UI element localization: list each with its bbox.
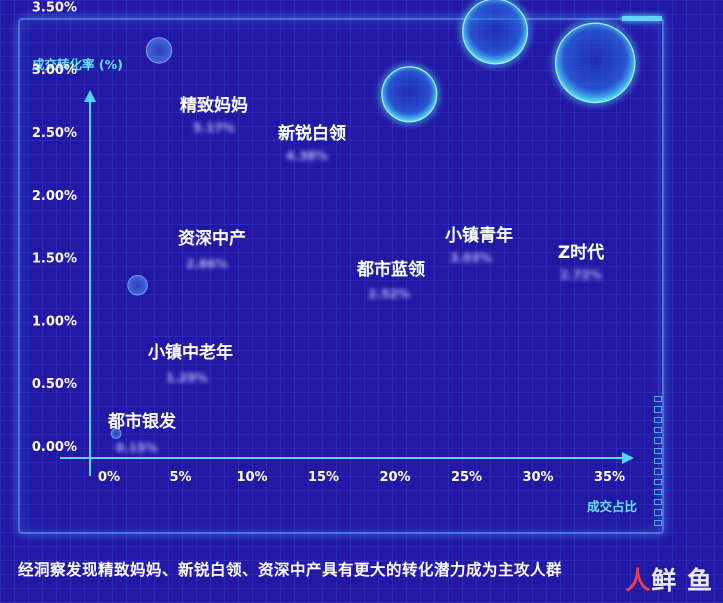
- y-tick-label: 0.00%: [32, 440, 77, 455]
- bubble-label: 小镇青年: [445, 225, 513, 246]
- bubble-group: [145, 37, 173, 64]
- chart-frame: [18, 18, 664, 534]
- bubble-glow-ring: [378, 63, 440, 125]
- bubble-group: [110, 428, 122, 439]
- bubble-group: [459, 0, 531, 67]
- bubble-point: [110, 428, 122, 439]
- bubble-value-label: 5.17%: [193, 121, 235, 135]
- bubble-point: [554, 22, 636, 104]
- logo-part-2: 鲜 鱼: [651, 566, 713, 595]
- y-tick-label: 3.00%: [32, 63, 77, 78]
- bubble-group: [127, 274, 148, 296]
- bubble-value-label: 1.29%: [166, 371, 208, 385]
- frame-corner-accent: [622, 16, 662, 21]
- y-tick-label: 2.00%: [32, 189, 77, 204]
- bubble-label: Z时代: [558, 242, 604, 263]
- x-tick-label: 15%: [308, 470, 339, 485]
- x-tick-label: 35%: [594, 470, 625, 485]
- bubble-label: 小镇中老年: [148, 342, 233, 363]
- x-tick-label: 20%: [379, 470, 410, 485]
- y-axis-arrow: [84, 90, 96, 102]
- x-tick-label: 30%: [522, 470, 553, 485]
- bubble-label: 资深中产: [178, 228, 246, 249]
- bubble-glow-ring: [459, 0, 531, 67]
- bubble-label: 都市蓝领: [356, 259, 425, 280]
- bubble-point: [462, 0, 529, 65]
- x-tick-label: 5%: [169, 470, 191, 485]
- bubble-value-label: 2.86%: [186, 257, 228, 271]
- logo-part-1: 人: [625, 566, 652, 595]
- x-tick-label: 0%: [98, 470, 120, 485]
- x-tick-label: 10%: [236, 470, 267, 485]
- caption-text: 经洞察发现精致妈妈、新锐白领、资深中产具有更大的转化潜力成为主攻人群: [18, 561, 563, 579]
- y-tick-label: 2.50%: [32, 126, 77, 141]
- bubble-value-label: 3.03%: [450, 251, 492, 265]
- y-tick-label: 3.50%: [32, 0, 77, 15]
- bubble-point: [145, 37, 173, 64]
- x-axis-title: 成交占比: [587, 499, 638, 514]
- bubble-label: 精致妈妈: [180, 95, 248, 116]
- bubble-label: 都市银发: [107, 411, 177, 432]
- bubble-label: 新锐白领: [278, 123, 346, 144]
- bubble-value-label: 2.52%: [368, 287, 410, 301]
- bubble-group: [552, 20, 638, 106]
- bubble-point: [381, 66, 438, 123]
- bubble-point: [127, 274, 148, 296]
- brand-logo: 人鲜 鱼: [625, 561, 713, 597]
- y-axis-title: 成交转化率 (%): [32, 57, 123, 72]
- bubble-value-label: 4.38%: [286, 149, 328, 163]
- bubble-glow-ring: [552, 20, 638, 106]
- x-axis-arrow: [622, 452, 634, 464]
- frame-side-rail: [654, 396, 662, 527]
- bubble-value-label: 0.15%: [116, 441, 158, 455]
- y-tick-label: 0.50%: [32, 377, 77, 392]
- bubble-group: [378, 63, 440, 125]
- y-tick-label: 1.50%: [32, 252, 77, 267]
- bubble-value-label: 2.72%: [560, 268, 602, 282]
- y-tick-label: 1.00%: [32, 314, 77, 329]
- x-tick-label: 25%: [451, 470, 482, 485]
